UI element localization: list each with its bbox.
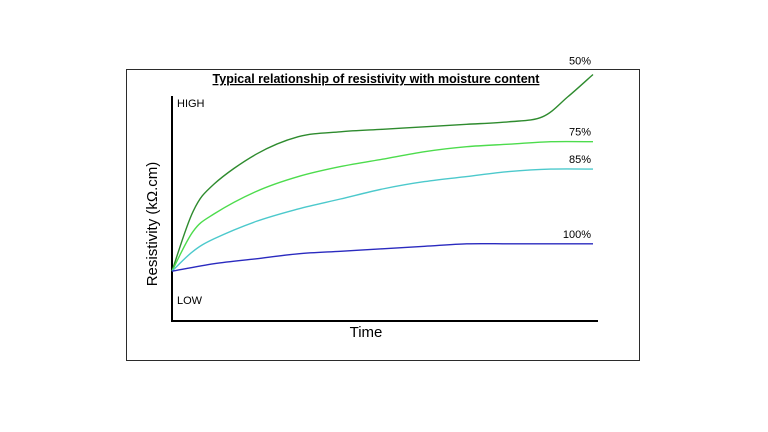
series-line-2 bbox=[171, 168, 594, 272]
series-line-0 bbox=[171, 73, 594, 272]
chart-title: Typical relationship of resistivity with… bbox=[213, 72, 541, 86]
y-low-label: LOW bbox=[177, 295, 203, 307]
series-line-3 bbox=[171, 242, 593, 272]
y-axis-label: Resistivity (kΩ.cm) bbox=[144, 162, 161, 287]
y-high-label: HIGH bbox=[177, 98, 205, 110]
series-label-0: 50% bbox=[569, 56, 591, 68]
series-label-2: 85% bbox=[569, 154, 591, 166]
series-group: 50% 75% 85% 100% bbox=[171, 56, 594, 272]
series-label-3: 100% bbox=[563, 229, 591, 241]
x-axis-label: Time bbox=[350, 324, 383, 341]
series-line-1 bbox=[171, 140, 594, 272]
series-label-1: 75% bbox=[569, 127, 591, 139]
